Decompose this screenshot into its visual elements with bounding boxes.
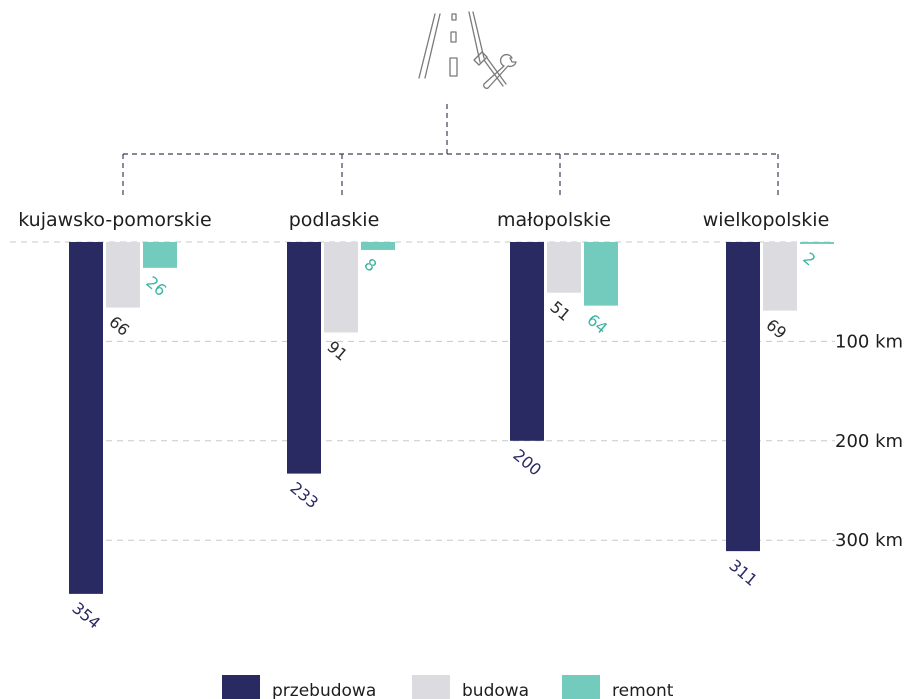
bar-budowa-wielkopolskie xyxy=(763,242,797,311)
bar-remont-malopolskie xyxy=(584,242,618,306)
bar-remont-podlaskie xyxy=(361,242,395,250)
bar-przebudowa-wielkopolskie xyxy=(726,242,760,552)
y-tick-label-200: 200 km xyxy=(835,431,903,452)
y-tick-label-100: 100 km xyxy=(835,331,903,352)
value-label-przebudowa-kujawsko-pomorskie: 354 xyxy=(68,598,104,632)
legend-swatch-przebudowa xyxy=(222,675,260,699)
value-label-budowa-kujawsko-pomorskie: 66 xyxy=(105,312,133,340)
value-label-przebudowa-wielkopolskie: 311 xyxy=(725,556,761,590)
bar-budowa-kujawsko-pomorskie xyxy=(106,242,140,308)
bar-budowa-podlaskie xyxy=(324,242,358,333)
value-label-remont-podlaskie: 8 xyxy=(360,254,380,275)
bar-przebudowa-kujawsko-pomorskie xyxy=(69,242,103,594)
category-label-kujawsko-pomorskie: kujawsko-pomorskie xyxy=(18,209,211,231)
legend-swatch-budowa xyxy=(412,675,450,699)
y-tick-label-300: 300 km xyxy=(835,530,903,551)
bar-przebudowa-malopolskie xyxy=(510,242,544,441)
legend-label-remont: remont xyxy=(612,681,674,699)
legend-swatch-remont xyxy=(562,675,600,699)
value-label-remont-malopolskie: 64 xyxy=(583,310,611,338)
legend-label-przebudowa: przebudowa xyxy=(272,681,376,699)
category-label-wielkopolskie: wielkopolskie xyxy=(703,209,830,231)
legend-label-budowa: budowa xyxy=(462,681,529,699)
bar-remont-kujawsko-pomorskie xyxy=(143,242,177,268)
value-label-przebudowa-podlaskie: 233 xyxy=(286,478,322,512)
value-label-remont-wielkopolskie: 2 xyxy=(799,248,819,269)
bar-budowa-malopolskie xyxy=(547,242,581,293)
category-label-malopolskie: małopolskie xyxy=(497,209,611,231)
value-label-przebudowa-malopolskie: 200 xyxy=(509,445,545,479)
bar-remont-wielkopolskie xyxy=(800,242,834,244)
connector-tree xyxy=(122,104,779,197)
category-label-podlaskie: podlaskie xyxy=(289,209,380,231)
value-label-remont-kujawsko-pomorskie: 26 xyxy=(142,272,170,300)
value-label-budowa-malopolskie: 51 xyxy=(546,297,574,325)
bar-przebudowa-podlaskie xyxy=(287,242,321,474)
value-label-budowa-wielkopolskie: 69 xyxy=(762,315,790,343)
road-repair-tools-icon xyxy=(418,11,517,89)
